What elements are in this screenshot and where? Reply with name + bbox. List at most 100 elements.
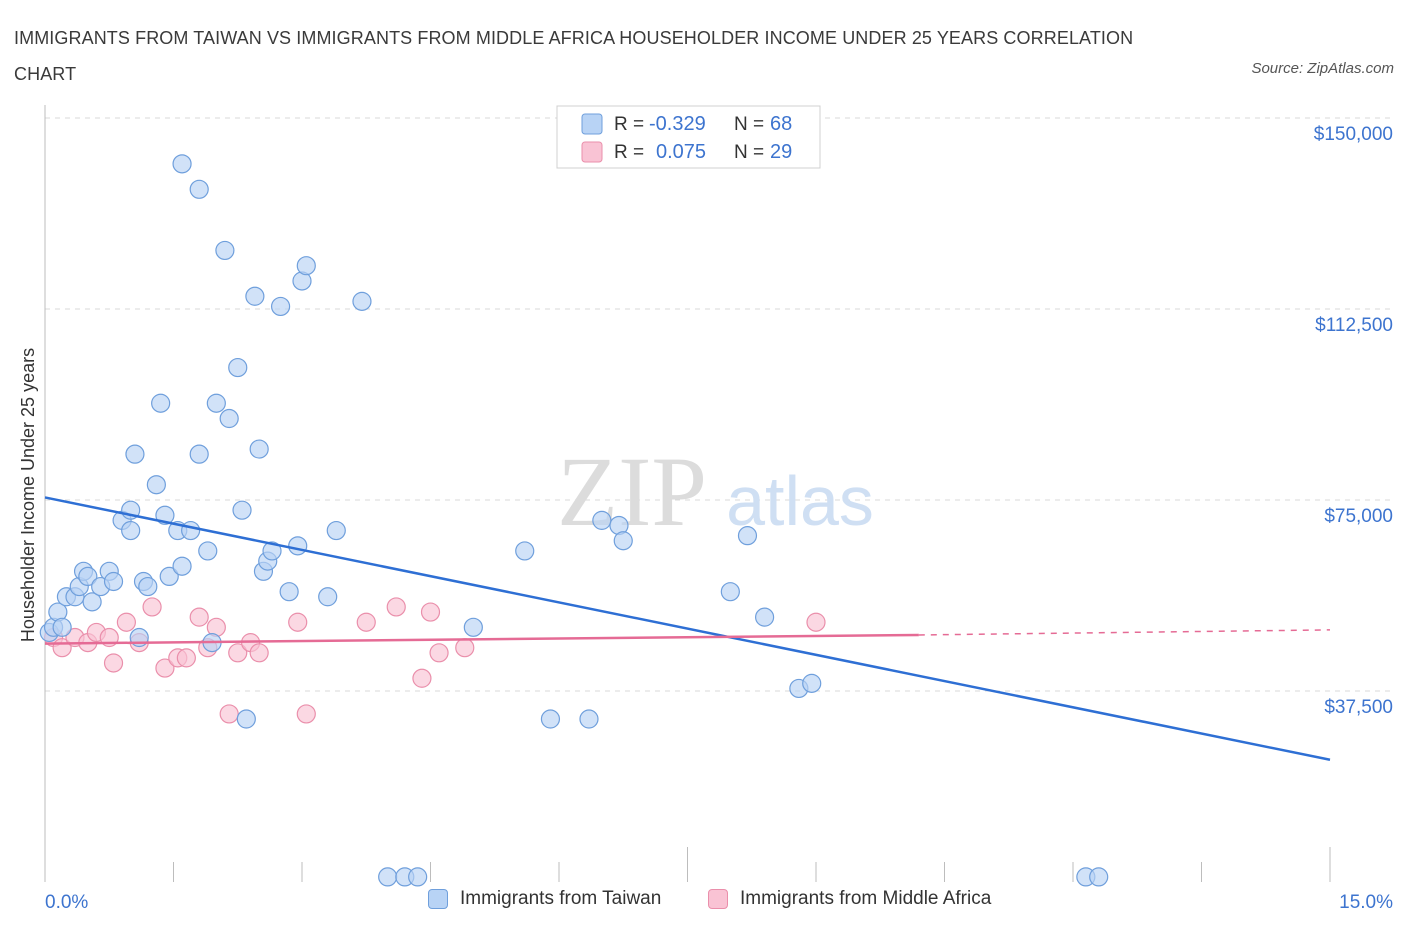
africa-point[interactable]	[412, 668, 432, 688]
taiwan-point[interactable]	[198, 541, 218, 561]
y-tick-label: $150,000	[1314, 124, 1393, 145]
taiwan-point[interactable]	[463, 617, 483, 637]
taiwan-point[interactable]	[146, 475, 166, 495]
taiwan-point[interactable]	[215, 240, 235, 261]
taiwan-point[interactable]	[78, 566, 98, 587]
africa-point[interactable]	[103, 653, 124, 673]
legend-bottom-swatch-taiwan	[428, 889, 448, 909]
taiwan-point[interactable]	[378, 867, 398, 887]
tick-labels: $37,500 $75,000 $112,500 $150,000 0.0% 15.0%	[45, 124, 1393, 913]
legend-n-label-taiwan: N =	[734, 114, 764, 135]
taiwan-point[interactable]	[515, 541, 535, 561]
taiwan-point[interactable]	[352, 291, 372, 311]
y-tick-label: $112,500	[1315, 315, 1393, 336]
taiwan-point[interactable]	[754, 607, 775, 627]
taiwan-point[interactable]	[326, 520, 346, 541]
taiwan-point[interactable]	[613, 531, 633, 551]
legend-top: R = -0.329 N = 68 R = 0.075 N = 29	[556, 105, 821, 169]
taiwan-point[interactable]	[172, 556, 192, 576]
taiwan-point[interactable]	[288, 536, 308, 556]
taiwan-point[interactable]	[245, 286, 265, 306]
taiwan-point[interactable]	[159, 566, 179, 587]
taiwan-point[interactable]	[318, 587, 338, 607]
trend-lines	[44, 496, 1331, 761]
taiwan-point[interactable]	[296, 256, 316, 276]
legend-swatch-africa	[581, 141, 603, 163]
taiwan-point[interactable]	[236, 709, 256, 729]
africa-point[interactable]	[249, 643, 269, 663]
africa-point[interactable]	[288, 612, 308, 632]
taiwan-point[interactable]	[206, 393, 226, 413]
source-label: Source: ZipAtlas.com	[1251, 60, 1394, 77]
taiwan-point[interactable]	[279, 582, 299, 602]
legend-bottom-label-africa: Immigrants from Middle Africa	[740, 888, 992, 909]
x-tick-label-min: 0.0%	[45, 892, 88, 913]
series-middle-africa	[43, 597, 826, 724]
africa-point[interactable]	[806, 612, 826, 632]
taiwan-point[interactable]	[138, 576, 158, 597]
taiwan-point[interactable]	[262, 541, 282, 561]
taiwan-point[interactable]	[121, 520, 141, 541]
watermark: ZIP atlas	[557, 436, 874, 547]
trend-line-africa	[44, 633, 919, 645]
x-tick-label-max: 15.0%	[1339, 892, 1393, 913]
taiwan-point[interactable]	[592, 510, 612, 530]
africa-point[interactable]	[455, 638, 475, 658]
africa-point[interactable]	[228, 643, 248, 663]
taiwan-point[interactable]	[737, 526, 758, 546]
taiwan-point[interactable]	[125, 444, 145, 464]
legend-n-value-africa: 29	[770, 141, 792, 163]
taiwan-point[interactable]	[151, 393, 171, 413]
legend-r-value-africa: 0.075	[656, 141, 706, 163]
africa-point[interactable]	[296, 704, 316, 724]
y-tick-label: $37,500	[1324, 697, 1393, 718]
taiwan-point[interactable]	[1089, 867, 1109, 887]
legend-r-label-africa: R =	[614, 142, 644, 163]
africa-point[interactable]	[420, 602, 441, 622]
taiwan-point[interactable]	[82, 592, 102, 612]
legend-n-value-taiwan: 68	[770, 113, 792, 135]
taiwan-point[interactable]	[189, 444, 209, 464]
taiwan-point[interactable]	[232, 500, 252, 520]
taiwan-point[interactable]	[219, 408, 239, 429]
chart-title: IMMIGRANTS FROM TAIWAN VS IMMIGRANTS FRO…	[14, 28, 1134, 84]
taiwan-point[interactable]	[103, 571, 124, 592]
taiwan-point[interactable]	[540, 709, 561, 729]
legend-bottom: Immigrants from Taiwan Immigrants from M…	[0, 888, 1406, 918]
watermark-zip: ZIP	[557, 436, 707, 547]
taiwan-point[interactable]	[228, 357, 248, 378]
africa-point[interactable]	[142, 597, 162, 617]
legend-n-label-africa: N =	[734, 142, 764, 163]
trend-line-africa-extension	[918, 629, 1331, 636]
taiwan-point[interactable]	[579, 709, 599, 729]
africa-point[interactable]	[356, 612, 376, 632]
taiwan-point[interactable]	[52, 617, 72, 637]
taiwan-point[interactable]	[720, 582, 740, 602]
legend-item-africa[interactable]: Immigrants from Middle Africa	[708, 888, 991, 910]
taiwan-point[interactable]	[802, 673, 822, 693]
africa-point[interactable]	[386, 597, 406, 617]
trend-line-taiwan	[44, 496, 1331, 761]
africa-point[interactable]	[189, 607, 209, 627]
legend-item-taiwan[interactable]: Immigrants from Taiwan	[428, 888, 661, 910]
taiwan-point[interactable]	[270, 296, 291, 317]
y-axis-label: Householder Income Under 25 years	[18, 348, 38, 642]
africa-point[interactable]	[116, 612, 136, 632]
taiwan-point[interactable]	[408, 867, 428, 887]
legend-swatch-taiwan	[581, 113, 603, 135]
africa-point[interactable]	[219, 704, 239, 724]
taiwan-point[interactable]	[249, 439, 269, 459]
africa-point[interactable]	[176, 648, 196, 668]
grid-lines	[45, 117, 1395, 692]
africa-point[interactable]	[429, 643, 449, 663]
africa-point[interactable]	[155, 658, 175, 678]
y-tick-label: $75,000	[1324, 506, 1393, 527]
legend-bottom-label-taiwan: Immigrants from Taiwan	[460, 888, 662, 909]
taiwan-point[interactable]	[181, 520, 201, 541]
taiwan-point[interactable]	[189, 179, 209, 199]
axes	[44, 105, 1331, 882]
taiwan-point[interactable]	[172, 154, 192, 174]
legend-bottom-swatch-africa	[708, 889, 728, 909]
series-taiwan	[39, 154, 1109, 887]
